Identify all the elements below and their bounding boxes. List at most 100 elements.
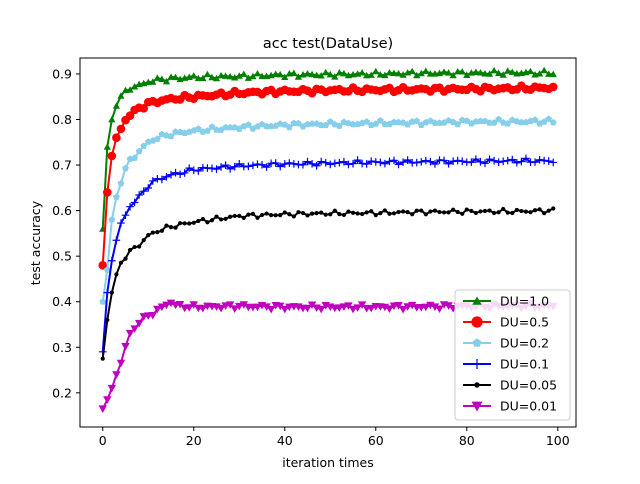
data-point [472,68,480,75]
data-point [394,302,403,310]
data-point [162,172,171,181]
data-point [517,118,525,126]
data-point [486,119,493,126]
data-point [303,304,312,313]
data-point [510,210,515,216]
data-point [545,115,553,122]
data-point [187,221,192,226]
x-tick-label: 80 [459,433,475,448]
data-point [316,305,326,314]
data-point [135,191,143,199]
data-point [362,160,371,168]
axes: 0 20 40 60 80 100 0.2 0.3 0.4 0.5 0.6 0.7 0.8 0.9 [52,57,577,448]
data-point [446,210,451,215]
data-point [403,303,412,311]
data-point [441,210,447,215]
data-point [495,69,503,76]
data-point [114,272,119,277]
data-point [112,371,121,379]
legend-label: DU=1.0 [500,294,549,309]
data-point [440,68,448,75]
data-point [212,165,221,173]
data-point [244,162,253,171]
data-point [290,160,298,168]
data-point [226,72,234,80]
data-point [278,213,283,218]
data-point [203,127,211,134]
data-point [255,215,260,220]
data-point [491,210,497,216]
data-point [437,209,442,215]
data-point [508,68,516,75]
data-point [121,343,130,351]
legend-marker [474,382,480,388]
legend-marker [472,338,482,347]
series-DU=0.5 [98,81,558,270]
data-point [469,208,474,214]
data-point [364,210,369,215]
data-point [309,211,315,216]
data-point [182,221,187,226]
data-point [190,72,198,79]
data-point [303,70,312,77]
data-point [117,92,125,99]
data-point [194,125,202,132]
data-point [523,209,529,214]
data-point [249,161,257,170]
data-point [381,71,389,79]
data-point [250,211,256,216]
y-tick-label: 0.4 [52,294,72,309]
data-point [244,121,252,128]
data-point [372,120,380,127]
data-point [253,303,262,312]
data-point [394,69,403,77]
data-point [196,218,201,224]
data-point [273,213,278,218]
data-point [122,164,129,172]
data-point [485,70,494,77]
data-point [335,122,343,129]
data-point [112,236,121,245]
data-point [103,396,112,404]
data-point [264,211,269,216]
data-point [226,165,234,173]
data-point [323,212,328,217]
data-point [422,156,430,165]
data-point [454,120,462,128]
data-point [116,359,126,368]
chart-title: acc test(DataUse) [263,36,393,52]
data-point [522,154,530,163]
data-point [353,304,362,312]
legend-marker [471,401,483,412]
data-point [385,157,394,166]
data-point [542,211,547,216]
data-point [118,260,124,265]
data-point [526,67,535,75]
data-point [272,70,280,77]
data-point [162,77,171,85]
data-point [335,158,344,167]
data-point [505,210,510,215]
legend-label: DU=0.2 [500,336,549,351]
data-point [440,156,448,165]
data-point [449,157,457,166]
data-point [146,233,151,238]
data-point [103,143,111,150]
data-point [419,208,424,213]
data-point [326,70,334,78]
data-point [464,207,469,212]
data-point [295,119,302,127]
data-point [285,123,293,131]
data-point [134,319,144,328]
data-point [299,160,307,169]
data-point [167,132,175,140]
data-point [369,209,374,214]
data-point [360,211,365,217]
data-point [317,71,325,79]
series-DU=0.05 [100,206,556,361]
data-point [240,70,248,77]
y-tick-label: 0.6 [52,203,72,218]
data-point [148,311,158,320]
data-point [230,162,239,171]
legend: DU=1.0 DU=0.5 DU=0.2 DU=0.1 DU=0.05 DU=0.01 [454,289,571,421]
